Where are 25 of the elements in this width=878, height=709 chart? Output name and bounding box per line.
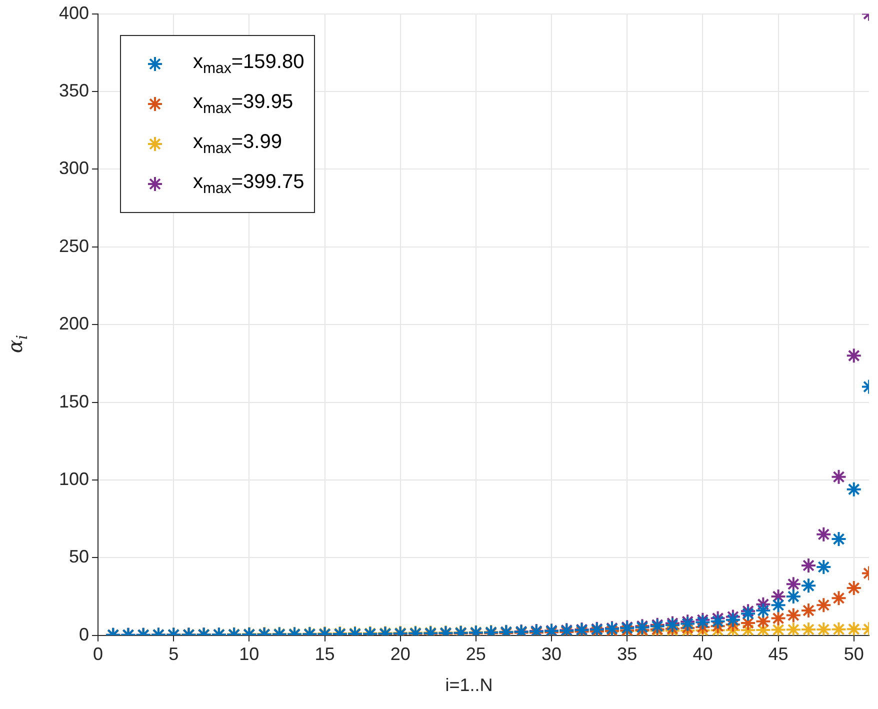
x-tick-label: 30 (542, 644, 562, 664)
y-tick-label: 100 (58, 468, 89, 489)
x-tick-label: 25 (466, 644, 486, 664)
y-tick-label: 350 (58, 80, 89, 100)
legend-label: x$_{max}$=39.95 (193, 91, 294, 117)
x-tick-label: 0 (92, 644, 104, 664)
y-tick-label: 150 (58, 391, 89, 412)
x-tick-label: 35 (617, 644, 638, 664)
y-tick-label: 250 (58, 236, 89, 256)
legend-label: x$_{max}$=399.75 (193, 171, 304, 197)
x-tick-label: 15 (314, 644, 335, 664)
y-tick-label: 0 (78, 624, 89, 644)
x-tick-label: 45 (768, 644, 788, 664)
legend-label: x$_{max}$=159.80 (193, 51, 304, 77)
x-tick-label: 20 (390, 644, 410, 664)
y-tick-label: 400 (58, 2, 89, 23)
x-tick-label: 5 (168, 644, 179, 664)
x-tick-label: 40 (692, 644, 713, 664)
x-tick-label: 10 (239, 644, 260, 664)
x-tick-label: 50 (844, 644, 864, 664)
legend-label: x$_{max}$=3.99 (193, 131, 282, 157)
y-tick-label: 50 (68, 546, 89, 567)
x-axis-title: i=1..N (444, 675, 494, 696)
y-tick-label: 200 (58, 314, 89, 334)
y-tick-label: 300 (58, 158, 89, 178)
